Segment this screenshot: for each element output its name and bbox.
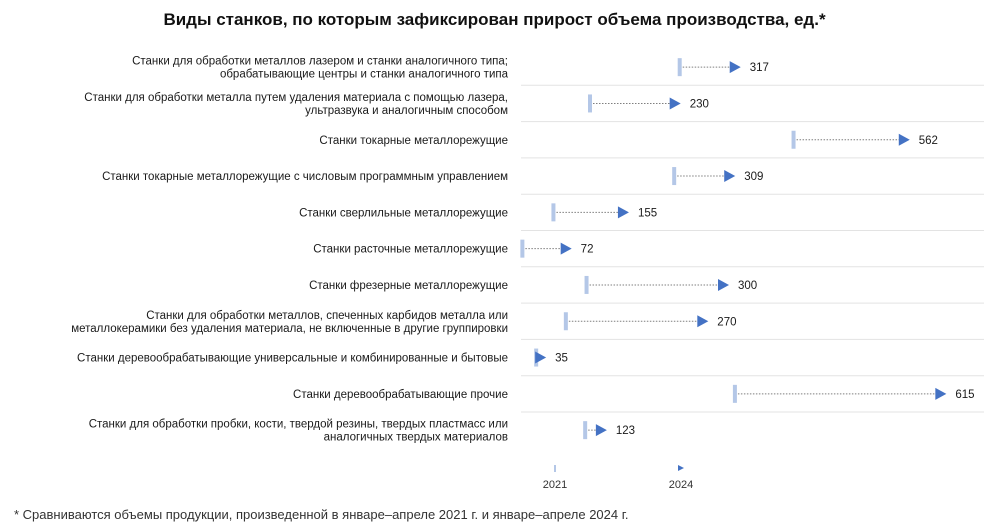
dumbbell-chart: Станки для обработки металлов лазером и … — [71, 56, 984, 491]
chart-row: Станки токарные металлорежущие 562 — [319, 130, 984, 159]
category-label: Станки деревообрабатывающие универсальны… — [77, 353, 508, 365]
end-marker-2024 — [718, 278, 729, 291]
value-label: 230 — [690, 98, 709, 110]
end-marker-2024 — [617, 206, 629, 219]
chart-row: Станки для обработки металлов, спеченных… — [71, 310, 984, 340]
chart-row: Станки фрезерные металлорежущие 300 — [309, 275, 984, 304]
end-marker-2024 — [898, 133, 910, 146]
start-marker-2021 — [588, 94, 592, 113]
legend-label-2024: 2024 — [669, 479, 693, 491]
category-label: металлокерамики без удаления материала, … — [71, 323, 508, 335]
start-marker-2021 — [551, 203, 556, 222]
category-label: аналогичных твердых материалов — [324, 432, 508, 444]
chart-row: Станки деревообрабатывающие универсальны… — [77, 348, 984, 377]
value-label: 309 — [744, 171, 763, 183]
category-label: Станки токарные металлорежущие — [319, 135, 508, 147]
category-label: Станки фрезерные металлорежущие — [309, 280, 508, 292]
value-label: 562 — [919, 135, 938, 147]
category-label: Станки сверлильные металлорежущие — [299, 207, 508, 219]
value-label: 317 — [750, 62, 769, 74]
start-marker-2021 — [520, 239, 525, 258]
end-marker-2024 — [724, 170, 736, 183]
category-label: Станки для обработки металлов лазером и … — [132, 56, 508, 68]
value-label: 155 — [638, 207, 657, 219]
category-label: обрабатывающие центры и станки аналогичн… — [220, 69, 509, 81]
chart-row: Станки расточные металлорежущие 72 — [313, 239, 984, 268]
value-label: 270 — [717, 316, 736, 328]
end-marker-2024 — [595, 424, 607, 437]
start-marker-2021 — [732, 384, 737, 403]
end-marker-2024 — [669, 97, 681, 110]
chart-row: Станки для обработки металла путем удале… — [84, 92, 984, 123]
category-label: Станки для обработки металла путем удале… — [84, 92, 508, 104]
end-marker-2024 — [560, 242, 572, 255]
category-label: ультразвука и аналогичным способом — [305, 105, 508, 117]
category-label: Станки для обработки пробки, кости, твер… — [89, 419, 508, 431]
category-label: Станки деревообрабатывающие прочие — [293, 389, 508, 401]
value-label: 300 — [738, 280, 757, 292]
legend-marker-2024 — [678, 465, 684, 471]
chart-row: Станки деревообрабатывающие прочие 615 — [293, 384, 984, 413]
chart-row: Станки для обработки пробки, кости, твер… — [89, 419, 635, 444]
category-label: Станки расточные металлорежущие — [313, 244, 508, 256]
chart-row: Станки токарные металлорежущие с числовы… — [102, 167, 984, 195]
value-label: 72 — [581, 244, 594, 256]
start-marker-2021 — [584, 275, 589, 294]
value-label: 123 — [616, 425, 635, 437]
chart-legend: 2021 2024 — [543, 465, 693, 491]
chart-title: Виды станков, по которым зафиксирован пр… — [163, 10, 826, 29]
start-marker-2021 — [563, 312, 568, 331]
start-marker-2021 — [583, 421, 588, 440]
value-label: 615 — [955, 389, 974, 401]
value-label: 35 — [555, 353, 568, 365]
category-label: Станки токарные металлорежущие с числовы… — [102, 171, 508, 183]
chart-row: Станки для обработки металлов лазером и … — [132, 56, 984, 86]
category-label: Станки для обработки металлов, спеченных… — [146, 310, 508, 322]
end-marker-2024 — [729, 61, 741, 74]
chart-rows: Станки для обработки металлов лазером и … — [71, 56, 984, 444]
end-marker-2024 — [935, 387, 947, 400]
chart-row: Станки сверлильные металлорежущие 155 — [299, 203, 984, 231]
end-marker-2024 — [697, 315, 709, 328]
footnote: * Сравниваются объемы продукции, произве… — [14, 507, 629, 522]
start-marker-2021 — [677, 58, 682, 77]
end-marker-2024 — [535, 351, 547, 364]
start-marker-2021 — [791, 130, 796, 149]
legend-label-2021: 2021 — [543, 479, 567, 491]
start-marker-2021 — [672, 167, 677, 186]
